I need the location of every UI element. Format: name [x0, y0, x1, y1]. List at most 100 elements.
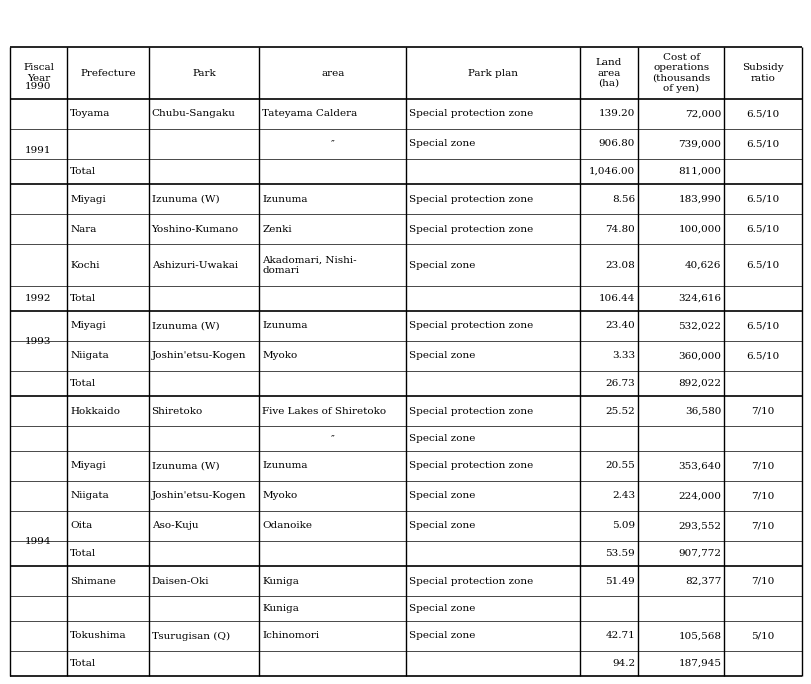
Text: 3.33: 3.33	[611, 352, 634, 360]
Text: Fiscal
Year: Fiscal Year	[23, 64, 54, 83]
Text: 6.5/10: 6.5/10	[745, 261, 779, 269]
Text: 40,626: 40,626	[684, 261, 720, 269]
Text: Tateyama Caldera: Tateyama Caldera	[262, 109, 358, 118]
Text: 1991: 1991	[25, 146, 52, 155]
Text: 6.5/10: 6.5/10	[745, 194, 779, 204]
Text: 532,022: 532,022	[677, 321, 720, 330]
Text: Ichinomori: Ichinomori	[262, 631, 320, 640]
Text: 1,046.00: 1,046.00	[588, 167, 634, 176]
Text: Total: Total	[70, 659, 97, 668]
Text: Park: Park	[192, 68, 216, 77]
Text: Izunuma (W): Izunuma (W)	[152, 321, 219, 330]
Text: 6.5/10: 6.5/10	[745, 140, 779, 148]
Text: 23.40: 23.40	[604, 321, 634, 330]
Text: Subsidy
ratio: Subsidy ratio	[741, 64, 783, 83]
Text: 25.52: 25.52	[604, 406, 634, 415]
Text: 1994: 1994	[25, 536, 52, 546]
Text: Aso-Kuju: Aso-Kuju	[152, 521, 198, 531]
Text: Land
area
(ha): Land area (ha)	[595, 58, 621, 88]
Text: Nara: Nara	[70, 224, 97, 233]
Text: 6.5/10: 6.5/10	[745, 109, 779, 118]
Text: Myoko: Myoko	[262, 492, 298, 501]
Text: 5/10: 5/10	[750, 631, 774, 640]
Text: 7/10: 7/10	[750, 462, 774, 471]
Text: 82,377: 82,377	[684, 577, 720, 586]
Text: 26.73: 26.73	[604, 379, 634, 388]
Text: Five Lakes of Shiretoko: Five Lakes of Shiretoko	[262, 406, 386, 415]
Text: 106.44: 106.44	[598, 294, 634, 303]
Text: 36,580: 36,580	[684, 406, 720, 415]
Text: Ashizuri-Uwakai: Ashizuri-Uwakai	[152, 261, 238, 269]
Text: Izunuma: Izunuma	[262, 462, 307, 471]
Text: Izunuma: Izunuma	[262, 321, 307, 330]
Text: 74.80: 74.80	[604, 224, 634, 233]
Text: 1992: 1992	[25, 294, 52, 303]
Text: Shiretoko: Shiretoko	[152, 406, 203, 415]
Text: 42.71: 42.71	[604, 631, 634, 640]
Text: Joshin'etsu-Kogen: Joshin'etsu-Kogen	[152, 492, 246, 501]
Text: 53.59: 53.59	[604, 549, 634, 558]
Text: Izunuma: Izunuma	[262, 194, 307, 204]
Text: 20.55: 20.55	[604, 462, 634, 471]
Text: Special zone: Special zone	[409, 352, 474, 360]
Text: 51.49: 51.49	[604, 577, 634, 586]
Text: Niigata: Niigata	[70, 492, 109, 501]
Text: 7/10: 7/10	[750, 577, 774, 586]
Text: Total: Total	[70, 167, 97, 176]
Text: 1990: 1990	[25, 82, 52, 91]
Text: 183,990: 183,990	[677, 194, 720, 204]
Text: 906.80: 906.80	[598, 140, 634, 148]
Text: Shimane: Shimane	[70, 577, 116, 586]
Text: Izunuma (W): Izunuma (W)	[152, 194, 219, 204]
Text: 907,772: 907,772	[677, 549, 720, 558]
Text: Total: Total	[70, 294, 97, 303]
Text: Kuniga: Kuniga	[262, 604, 299, 613]
Text: 324,616: 324,616	[677, 294, 720, 303]
Text: Special zone: Special zone	[409, 434, 474, 443]
Text: 8.56: 8.56	[611, 194, 634, 204]
Text: 23.08: 23.08	[604, 261, 634, 269]
Text: 353,640: 353,640	[677, 462, 720, 471]
Text: 6.5/10: 6.5/10	[745, 321, 779, 330]
Text: 293,552: 293,552	[677, 521, 720, 531]
Text: Special protection zone: Special protection zone	[409, 194, 533, 204]
Text: Tokushima: Tokushima	[70, 631, 127, 640]
Text: 811,000: 811,000	[677, 167, 720, 176]
Text: 72,000: 72,000	[684, 109, 720, 118]
Text: 7/10: 7/10	[750, 406, 774, 415]
Text: Special zone: Special zone	[409, 261, 474, 269]
Text: Special zone: Special zone	[409, 140, 474, 148]
Text: Special zone: Special zone	[409, 521, 474, 531]
Text: Special protection zone: Special protection zone	[409, 462, 533, 471]
Text: 187,945: 187,945	[677, 659, 720, 668]
Text: 6.5/10: 6.5/10	[745, 224, 779, 233]
Text: Special protection zone: Special protection zone	[409, 109, 533, 118]
Text: Izunuma (W): Izunuma (W)	[152, 462, 219, 471]
Text: Miyagi: Miyagi	[70, 194, 105, 204]
Text: ″: ″	[330, 434, 334, 443]
Text: Hokkaido: Hokkaido	[70, 406, 120, 415]
Text: Special zone: Special zone	[409, 492, 474, 501]
Text: Daisen-Oki: Daisen-Oki	[152, 577, 209, 586]
Text: 100,000: 100,000	[677, 224, 720, 233]
Text: Special protection zone: Special protection zone	[409, 577, 533, 586]
Text: 7/10: 7/10	[750, 492, 774, 501]
Text: Akadomari, Nishi-
domari: Akadomari, Nishi- domari	[262, 255, 357, 275]
Text: Tsurugisan (Q): Tsurugisan (Q)	[152, 631, 230, 640]
Text: Special zone: Special zone	[409, 604, 474, 613]
Text: 1993: 1993	[25, 337, 52, 345]
Text: 360,000: 360,000	[677, 352, 720, 360]
Text: Zenki: Zenki	[262, 224, 292, 233]
Text: Joshin'etsu-Kogen: Joshin'etsu-Kogen	[152, 352, 246, 360]
Text: Myoko: Myoko	[262, 352, 298, 360]
Text: Total: Total	[70, 549, 97, 558]
Text: Kuniga: Kuniga	[262, 577, 299, 586]
Text: Miyagi: Miyagi	[70, 321, 105, 330]
Text: Yoshino-Kumano: Yoshino-Kumano	[152, 224, 238, 233]
Text: 739,000: 739,000	[677, 140, 720, 148]
Text: Niigata: Niigata	[70, 352, 109, 360]
Text: Chubu-Sangaku: Chubu-Sangaku	[152, 109, 235, 118]
Text: 7/10: 7/10	[750, 521, 774, 531]
Text: 2.43: 2.43	[611, 492, 634, 501]
Text: Cost of
operations
(thousands
of yen): Cost of operations (thousands of yen)	[651, 53, 710, 93]
